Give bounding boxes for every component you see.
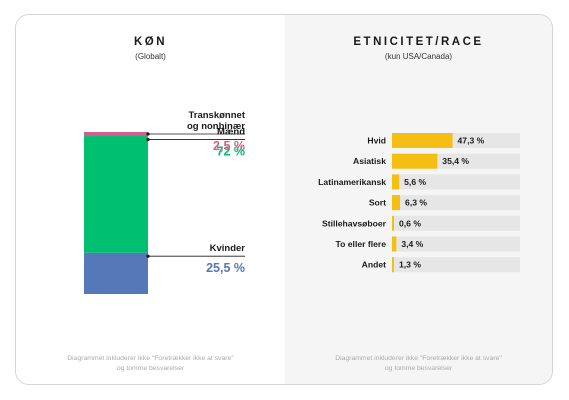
ethnicity-label-latinamerikansk: Latinamerikansk (318, 177, 386, 187)
ethnicity-value-stillehavs-boer: 0,6 % (399, 218, 421, 228)
gender-value-m-nd: 72 % (217, 145, 246, 159)
ethnicity-subtitle: (kun USA/Canada) (384, 52, 453, 61)
gender-label-kvinder: Kvinder (210, 243, 246, 254)
ethnicity-bar-latinamerikansk (392, 174, 400, 190)
gender-value-transk-nnet-og-nonbin-r: 2,5 % (213, 139, 245, 153)
ethnicity-track-latinamerikansk (392, 174, 520, 190)
ethnicity-bar-asiatisk (392, 153, 438, 169)
ethnicity-label-hvid: Hvid (367, 136, 386, 146)
ethnicity-label-sort: Sort (369, 198, 386, 208)
gender-leader-dot-m-nd (146, 137, 150, 142)
ethnicity-panel: ETNICITET/RACE (kun USA/Canada) Hvid 47,3… (285, 15, 552, 384)
gender-panel: KØN (Globalt) Kvinder 25,5 % Mænd 72 % Trans… (16, 15, 285, 384)
gender-leader-dot-transk-nnet-og-nonbin-r (146, 132, 150, 136)
ethnicity-label-andet: Andet (362, 260, 386, 270)
gender-segment-m-nd (84, 136, 148, 253)
ethnicity-value-asiatisk: 35,4 % (442, 156, 469, 166)
ethnicity-footnote: Diagrammet inkluderer ikke "Foretrækker … (285, 354, 552, 374)
ethnicity-label-stillehavs-boer: Stillehavsøboer (322, 218, 387, 228)
gender-subtitle: (Globalt) (135, 52, 166, 61)
gender-segment-kvinder (84, 252, 148, 294)
gender-label-transk-nnet-og-nonbin-r: og nonbinær (187, 121, 245, 132)
gender-label-m-nd: Mænd (217, 127, 245, 138)
ethnicity-value-sort: 6,3 % (405, 198, 427, 208)
gender-value-kvinder: 25,5 % (206, 261, 245, 275)
ethnicity-value-to-eller-flere: 3,4 % (401, 239, 423, 249)
ethnicity-track-stillehavs-boer (392, 215, 520, 231)
ethnicity-bar-sort (392, 195, 401, 211)
gender-footnote-line-1: Diagrammet inkluderer ikke "Foretrækker … (67, 355, 234, 362)
ethnicity-track-to-eller-flere (392, 236, 520, 252)
ethnicity-bar-chart: Hvid 47,3 % Asiatisk 35,4 % Latinamerikansk 5… (318, 133, 520, 273)
gender-footnote: Diagrammet inkluderer ikke "Foretrækker … (16, 354, 285, 374)
ethnicity-title: ETNICITET/RACE (353, 36, 484, 48)
ethnicity-value-hvid: 47,3 % (458, 136, 485, 146)
ethnicity-label-to-eller-flere: To eller flere (336, 239, 387, 249)
gender-label-transk-nnet-og-nonbin-r: Transkønnet (189, 110, 246, 121)
ethnicity-label-asiatisk: Asiatisk (353, 156, 386, 166)
gender-leader-dot-kvinder (146, 254, 150, 258)
ethnicity-bar-stillehavs-boer (392, 215, 394, 231)
survey-card: KØN (Globalt) Kvinder 25,5 % Mænd 72 % Trans… (15, 14, 553, 385)
ethnicity-footnote-line-2: og tomme besvarelser (384, 365, 453, 372)
gender-title: KØN (133, 36, 168, 48)
ethnicity-bar-hvid (392, 133, 453, 148)
gender-footnote-line-2: og tomme besvarelser (116, 365, 185, 372)
ethnicity-value-andet: 1,3 % (399, 260, 421, 270)
ethnicity-track-sort (392, 195, 520, 211)
ethnicity-track-andet (392, 257, 520, 273)
ethnicity-bar-to-eller-flere (392, 236, 397, 252)
ethnicity-value-latinamerikansk: 5,6 % (404, 177, 426, 187)
ethnicity-bar-andet (392, 257, 394, 273)
gender-segment-transk-nnet-og-nonbin-r (84, 132, 148, 137)
ethnicity-footnote-line-1: Diagrammet inkluderer ikke "Foretrækker … (335, 355, 502, 362)
